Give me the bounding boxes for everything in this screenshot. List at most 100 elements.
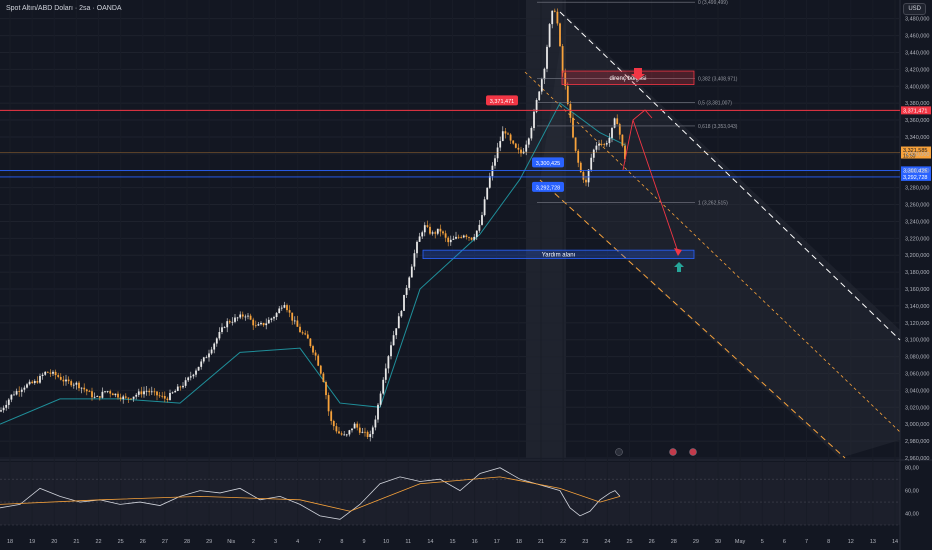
candle-body [270, 318, 273, 320]
candle-body [481, 215, 483, 225]
candle-body [153, 391, 156, 393]
zone-box [422, 249, 695, 260]
level-tag-label: 3,292,728 [536, 185, 560, 191]
candle-body [20, 389, 23, 392]
candle-body [257, 324, 260, 326]
candle-body [226, 321, 229, 328]
projection-arrowhead [674, 248, 682, 256]
y-tick-label: 3,340,000 [905, 135, 929, 141]
candle-body [475, 230, 478, 237]
candle-body [314, 352, 317, 356]
candle-body [395, 328, 398, 336]
x-tick-label: 16 [472, 539, 478, 545]
candle-body [280, 307, 283, 309]
candle-body [260, 322, 262, 325]
candle-body [109, 391, 112, 394]
x-tick-label: 19 [29, 539, 35, 545]
x-tick-label: 9 [362, 539, 365, 545]
candle-body [397, 316, 400, 329]
candle-body [262, 322, 265, 326]
candle-body [431, 232, 434, 234]
y-tick-label: 3,140,000 [905, 304, 929, 310]
candle-body [364, 431, 366, 433]
currency-button[interactable]: USD [903, 3, 926, 15]
candle-body [291, 312, 294, 321]
candle-body [421, 232, 424, 237]
candle-body [137, 391, 140, 395]
candle-body [111, 393, 114, 396]
candle-body [460, 237, 463, 238]
candle-body [184, 380, 187, 386]
news-flag-icon[interactable] [689, 448, 697, 456]
candle-body [54, 371, 57, 376]
y-tick-label: 3,380,000 [905, 101, 929, 107]
candle-body [488, 176, 491, 188]
candle-body [605, 143, 608, 145]
projection-arrow [632, 119, 679, 253]
fib-level-label: 0,382 (3,408,971) [698, 77, 738, 83]
candle-body [254, 325, 257, 327]
candle-body [514, 143, 517, 148]
candle-body [553, 10, 556, 12]
candle-body [80, 387, 83, 389]
fib-level-label: 0 (3,499,499) [698, 0, 728, 6]
candle-body [499, 141, 502, 148]
level-tag [532, 181, 564, 192]
candle-body [387, 356, 390, 369]
candle-body [452, 238, 455, 240]
candle-body [530, 128, 533, 139]
candle-body [317, 355, 320, 366]
candle-body [23, 387, 26, 390]
candle-body [83, 387, 86, 390]
candle-body [501, 131, 504, 142]
candle-body [447, 237, 450, 243]
news-flag-icon[interactable] [669, 448, 677, 456]
y-tick-label: 3,240,000 [905, 219, 929, 225]
candle-body [161, 395, 164, 397]
y-tick-label: 2,980,000 [905, 439, 929, 445]
candle-body [348, 430, 351, 435]
candle-body [330, 411, 333, 422]
candle-body [13, 394, 15, 396]
x-tick-label: 5 [761, 539, 764, 545]
candle-body [306, 334, 309, 339]
candle-body [169, 392, 171, 400]
y-tick-label: 3,220,000 [905, 236, 929, 242]
candle-body [603, 144, 606, 146]
candle-body [205, 357, 208, 359]
candle-body [538, 91, 541, 101]
x-tick-label: 14 [427, 539, 433, 545]
candle-body [7, 399, 10, 405]
candle-body [174, 390, 177, 393]
x-tick-label: 21 [73, 539, 79, 545]
current-price-label: 3,321,585 [903, 148, 927, 154]
candle-body [33, 381, 36, 384]
candle-body [577, 150, 580, 163]
x-tick-label: 22 [95, 539, 101, 545]
rsi-tick-label: 80,00 [905, 466, 919, 472]
up-arrow-icon [674, 262, 684, 272]
fib-level-label: 0,5 (3,381,007) [698, 100, 732, 106]
level-tag [532, 157, 564, 168]
candle-body [215, 338, 218, 344]
candle-body [189, 376, 192, 378]
candle-body [384, 368, 387, 380]
candle-body [101, 391, 104, 398]
x-tick-label: 23 [582, 539, 588, 545]
y-tick-label: 3,280,000 [905, 186, 929, 192]
candle-body [426, 225, 429, 227]
y-tick-label: 3,020,000 [905, 405, 929, 411]
rsi-pane [0, 462, 900, 525]
event-icon[interactable] [615, 448, 623, 456]
x-tick-label: 25 [118, 539, 124, 545]
level-axis-tag [901, 166, 931, 175]
candle-body [15, 391, 18, 395]
candle-body [93, 396, 96, 398]
level-axis-label: 3,292,728 [903, 175, 927, 181]
candle-body [369, 434, 372, 437]
candle-body [192, 374, 195, 377]
candle-body [600, 143, 603, 145]
candle-body [572, 117, 574, 138]
zone-label: Yardım alanı [542, 252, 576, 258]
